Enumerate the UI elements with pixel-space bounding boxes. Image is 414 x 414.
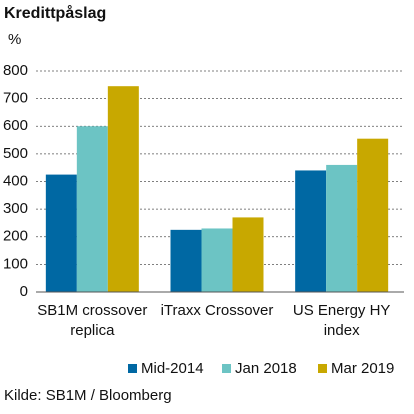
y-tick-label: 600 — [3, 117, 28, 134]
source: Kilde: SB1M / Bloomberg — [4, 387, 172, 404]
legend-swatch — [128, 364, 137, 373]
legend-label: Mid-2014 — [141, 360, 204, 377]
x-tick-label: SB1M crossover replica — [37, 302, 148, 339]
bar — [232, 217, 264, 292]
y-axis-label: % — [8, 31, 21, 48]
legend-label: Jan 2018 — [235, 360, 297, 377]
bar — [357, 138, 389, 292]
y-tick-label: 400 — [3, 172, 28, 189]
bar — [45, 174, 77, 292]
legend-swatch — [222, 364, 231, 373]
y-tick-label: 300 — [3, 200, 28, 217]
y-tick-label: 800 — [3, 62, 28, 79]
legend-swatch — [318, 364, 327, 373]
x-tick-label: iTraxx Crossover — [160, 302, 274, 319]
bar — [295, 170, 327, 292]
bar — [201, 228, 233, 292]
bar — [76, 126, 108, 292]
y-tick-label: 200 — [3, 228, 28, 245]
bar — [170, 229, 202, 292]
bar — [107, 86, 139, 292]
legend-label: Mar 2019 — [331, 360, 394, 377]
y-tick-label: 500 — [3, 145, 28, 162]
bar — [326, 164, 358, 292]
y-tick-label: 100 — [3, 255, 28, 272]
chart-title: Kredittpåslag — [4, 4, 106, 22]
x-tick-label: US Energy HY index — [292, 302, 391, 339]
y-tick-label: 0 — [20, 283, 28, 300]
y-tick-label: 700 — [3, 90, 28, 107]
